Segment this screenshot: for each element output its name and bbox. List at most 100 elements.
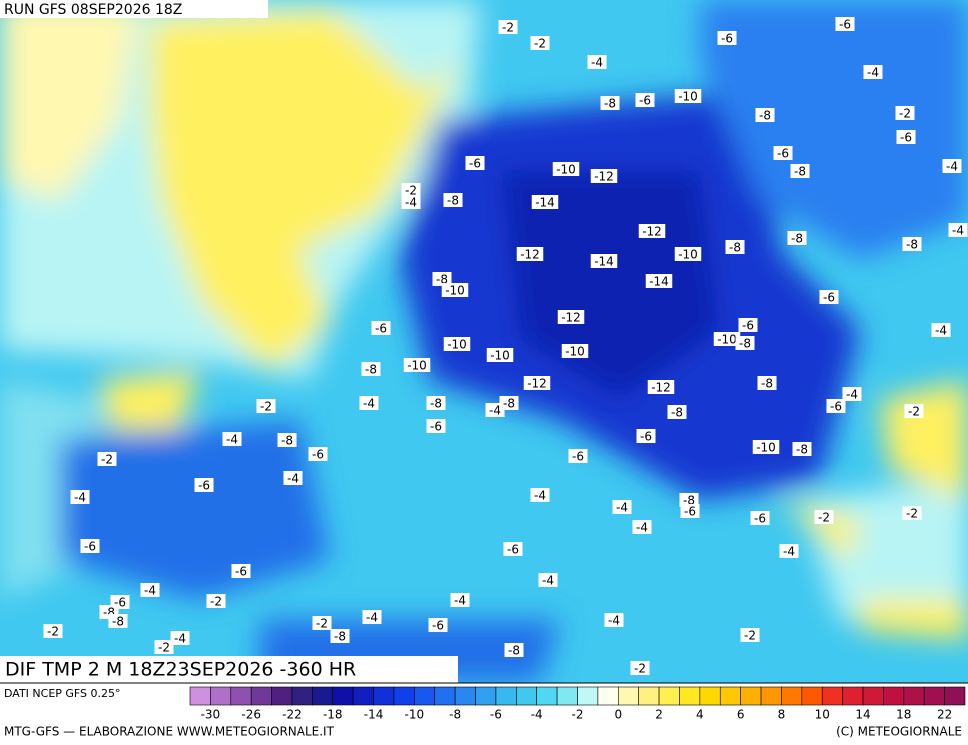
contour-label-box: [450, 593, 470, 607]
colorbar-swatch: [821, 686, 843, 706]
contour-label-box: [679, 493, 699, 507]
contour-label: -10: [445, 284, 465, 298]
colorbar-swatch: [740, 686, 762, 706]
colorbar-tick-label: -4: [531, 708, 543, 722]
colorbar-swatch: [903, 686, 925, 706]
contour-label: -8: [281, 434, 293, 448]
contour-label-box: [108, 614, 128, 628]
contour-label: -8: [103, 606, 115, 620]
contour-label-box: [674, 247, 702, 261]
contour-label-box: [552, 162, 580, 176]
colorbar-swatch: [271, 686, 293, 706]
contour-label: -10: [717, 333, 737, 347]
contour-label: -4: [226, 433, 238, 447]
contour-label: -8: [671, 406, 683, 420]
contour-label-box: [896, 130, 916, 144]
contour-label: -2: [534, 37, 546, 51]
contour-label-box: [516, 247, 544, 261]
contour-label: -8: [794, 165, 806, 179]
contour-label-box: [443, 193, 463, 207]
contour-label-box: [638, 224, 666, 238]
contour-label: -4: [74, 491, 86, 505]
contour-label: -4: [846, 388, 858, 402]
contour-label-box: [231, 564, 251, 578]
contour-label: -8: [334, 630, 346, 644]
colorbar-swatch: [699, 686, 721, 706]
contour-label: -8: [796, 443, 808, 457]
contour-label-box: [154, 640, 174, 654]
contour-label: -8: [906, 238, 918, 252]
run-title: RUN GFS 08SEP2026 18Z: [4, 2, 182, 18]
contour-label-box: [826, 399, 846, 413]
contour-label-box: [757, 376, 777, 390]
contour-label: -14: [649, 275, 669, 289]
colorbar-tick-label: -6: [490, 708, 502, 722]
contour-label: -12: [520, 248, 540, 262]
map-title: DIF TMP 2 M 18Z23SEP2026 -360 HR: [5, 659, 356, 681]
contour-label-box: [604, 613, 624, 627]
colorbar-swatch: [414, 686, 436, 706]
colorbar-swatch: [250, 686, 272, 706]
contour-label: -8: [503, 397, 515, 411]
contour-label: -6: [507, 543, 519, 557]
contour-label: -6: [432, 619, 444, 633]
contour-label: -4: [616, 501, 628, 515]
colorbar-swatch: [291, 686, 313, 706]
contour-label: -8: [729, 241, 741, 255]
colorbar-swatch: [434, 686, 456, 706]
contour-label: -4: [867, 66, 879, 80]
contour-label: -8: [761, 377, 773, 391]
contour-label: -4: [405, 196, 417, 210]
colorbar-tick-label: -30: [201, 708, 221, 722]
contour-label: -8: [447, 194, 459, 208]
map-field: -2 -2 -4 -6 -6 -4 -8 -6 -10 -8 -2 -6 -6 -8 -4 -6 -10 -12 -…: [0, 0, 968, 683]
contour-label: -4: [946, 160, 958, 174]
contour-label-box: [942, 159, 962, 173]
contour-label-box: [755, 108, 775, 122]
contour-label-box: [283, 471, 303, 485]
contour-label: -6: [823, 291, 835, 305]
contour-label: -14: [535, 196, 555, 210]
colorbar-tick-label: -26: [241, 708, 261, 722]
contour-label-box: [600, 96, 620, 110]
contour-label: -10: [678, 248, 698, 262]
contour-label: -4: [608, 614, 620, 628]
contour-label-box: [787, 231, 807, 245]
contour-label: -2: [634, 662, 646, 676]
contour-label: -2: [47, 625, 59, 639]
colorbar-swatch: [883, 686, 905, 706]
contour-label-box: [308, 447, 328, 461]
contour-label: -14: [594, 255, 614, 269]
contour-label-box: [561, 344, 589, 358]
colorbar-tick-label: -22: [282, 708, 302, 722]
colorbar-swatch: [944, 686, 966, 706]
contour-label: -6: [754, 512, 766, 526]
contour-label-box: [635, 93, 655, 107]
contour-label: -8: [604, 97, 616, 111]
contour-label-box: [667, 405, 687, 419]
colorbar-swatch: [842, 686, 864, 706]
contour-label-box: [587, 55, 607, 69]
contour-label-box: [432, 272, 452, 286]
contour-label-box: [80, 539, 100, 553]
contour-label: -4: [454, 594, 466, 608]
contour-label-box: [70, 490, 90, 504]
footer-right: (C) METEOGIORNALE: [836, 725, 962, 739]
contour-label-box: [441, 283, 469, 297]
contour-label-box: [428, 618, 448, 632]
contour-label-box: [738, 318, 758, 332]
contour-label-box: [465, 156, 485, 170]
contour-label-box: [948, 223, 968, 237]
contour-label: -2: [260, 400, 272, 414]
contour-label: -6: [900, 131, 912, 145]
colorbar-swatch: [373, 686, 395, 706]
contour-label: -6: [777, 147, 789, 161]
contour-label-box: [97, 452, 117, 466]
contour-label: -10: [447, 338, 467, 352]
contour-label-box: [443, 337, 471, 351]
contour-label-box: [194, 478, 214, 492]
contour-label: -6: [721, 32, 733, 46]
contour-label-box: [632, 520, 652, 534]
colorbar-tick-label: 4: [696, 708, 704, 722]
